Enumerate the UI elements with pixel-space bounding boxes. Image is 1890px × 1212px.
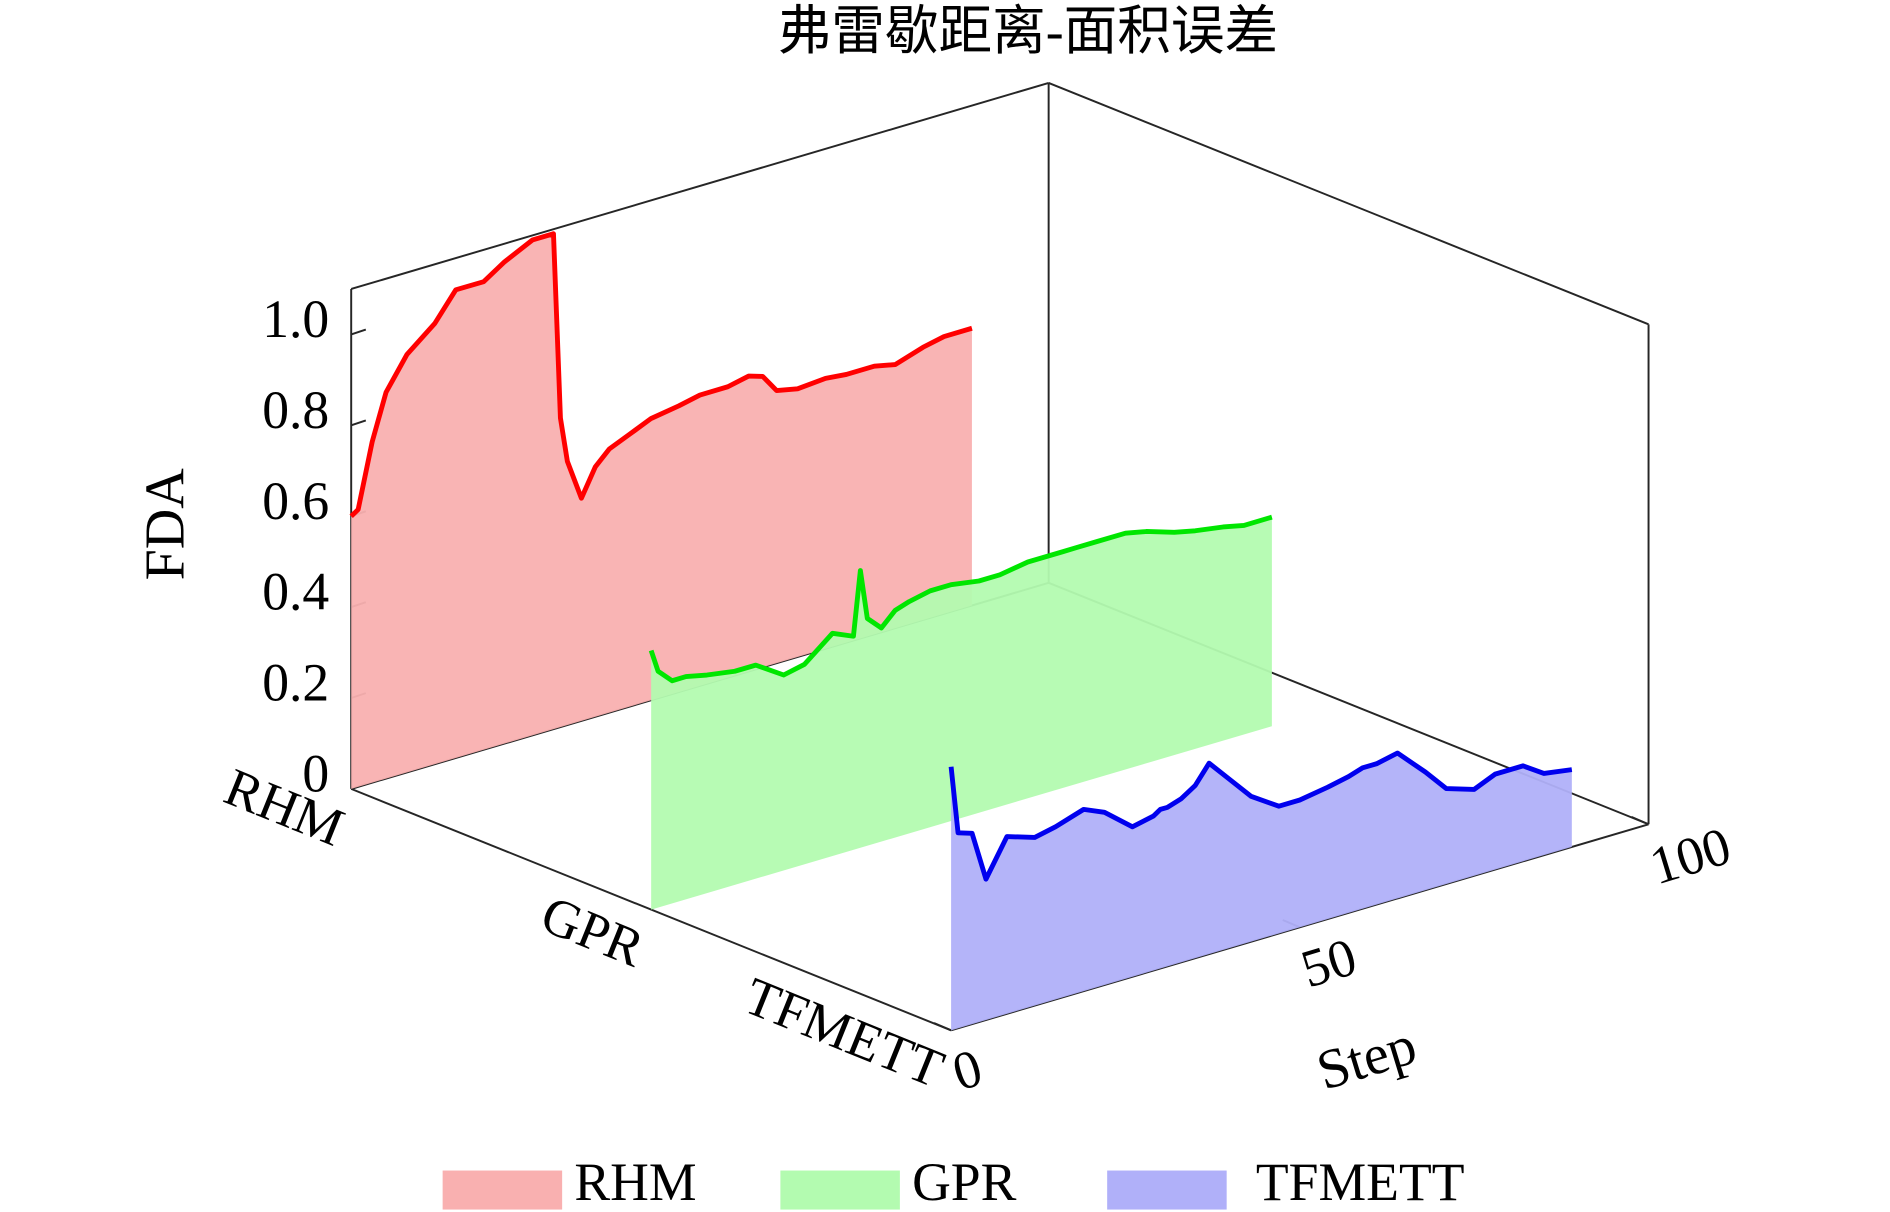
z-tick: [350, 328, 367, 336]
x-tick-label: 0: [946, 1037, 989, 1102]
axis-edge: [1048, 82, 1649, 326]
legend-label: GPR: [912, 1152, 1017, 1212]
x-tick: [1631, 816, 1649, 826]
series-line: [948, 750, 1573, 882]
legend-swatch: [442, 1170, 563, 1210]
z-tick-label: 0.2: [262, 653, 329, 713]
z-tick-label: 0.6: [262, 471, 329, 531]
series-area: [651, 517, 1272, 910]
chart-title: 弗雷歇距离-面积误差: [778, 1, 1278, 61]
category-label: TFMETT: [736, 965, 952, 1099]
category-label: RHM: [217, 756, 353, 857]
series-line: [349, 231, 973, 519]
z-tick-label: 1.0: [262, 289, 329, 349]
axis-edge: [350, 81, 1049, 290]
series-area: [951, 753, 1572, 1031]
x-axis-label: Step: [1310, 1014, 1423, 1102]
z-tick-label: 0.4: [262, 562, 329, 622]
x-tick: [933, 1022, 952, 1032]
legend-swatch: [1107, 1170, 1227, 1210]
legend-swatch: [780, 1170, 900, 1210]
z-tick: [350, 419, 367, 427]
legend-label: TFMETT: [1256, 1152, 1465, 1212]
legend-label: RHM: [574, 1152, 696, 1212]
x-tick-label: 50: [1294, 926, 1363, 999]
z-tick-label: 0.8: [262, 380, 329, 440]
z-tick-label: 0: [302, 743, 329, 803]
x-tick-label: 100: [1643, 815, 1737, 896]
z-axis-label: FDA: [135, 468, 197, 581]
series-line: [648, 514, 1273, 684]
category-label: GPR: [533, 884, 652, 979]
